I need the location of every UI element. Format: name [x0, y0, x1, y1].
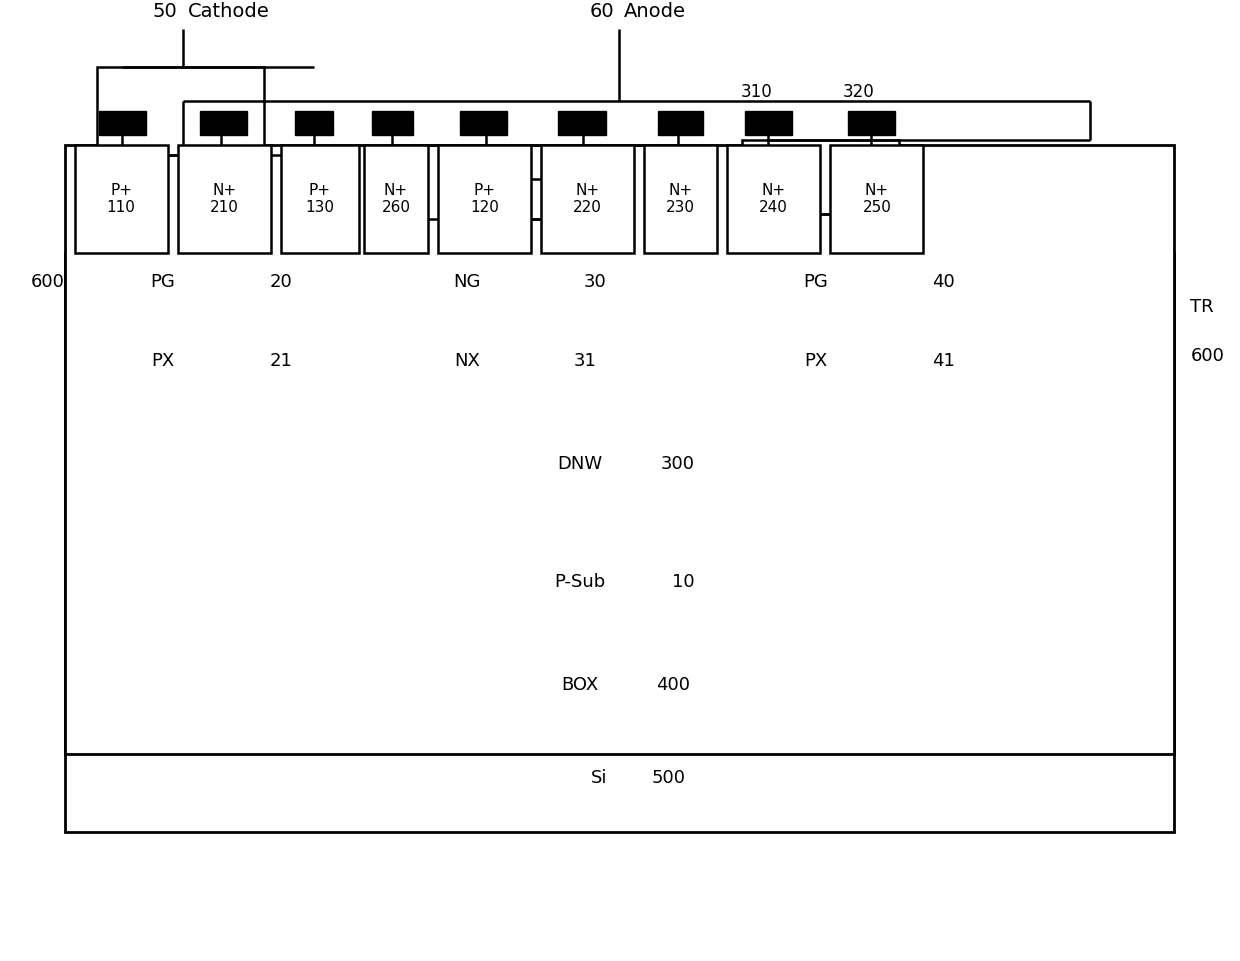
Text: 400: 400 [656, 676, 691, 694]
Bar [370, 312, 718, 410]
Text: PG: PG [804, 274, 828, 291]
Text: NG: NG [454, 274, 481, 291]
Text: 60: 60 [590, 3, 614, 21]
Bar [558, 111, 605, 136]
Text: P+
130: P+ 130 [305, 183, 335, 215]
Bar [64, 253, 370, 312]
Bar [64, 410, 1174, 518]
Text: N+
220: N+ 220 [573, 183, 601, 215]
Bar [831, 145, 924, 253]
Text: Si: Si [591, 769, 608, 787]
Bar [745, 111, 792, 136]
Text: 21: 21 [269, 352, 293, 370]
Bar [64, 312, 370, 410]
Bar [97, 66, 264, 155]
Bar [64, 145, 1174, 753]
Bar [177, 145, 270, 253]
Text: 41: 41 [931, 352, 955, 370]
Bar [295, 111, 332, 136]
Text: 50: 50 [153, 3, 177, 21]
Bar [718, 312, 1174, 410]
Text: N+
210: N+ 210 [210, 183, 238, 215]
Bar [460, 111, 507, 136]
Bar [443, 180, 590, 219]
Text: Cathode: Cathode [187, 3, 269, 21]
Text: PX: PX [151, 352, 175, 370]
Text: BOX: BOX [562, 676, 599, 694]
Bar [372, 111, 413, 136]
Bar [365, 145, 428, 253]
Bar [370, 253, 718, 312]
Text: NX: NX [454, 352, 480, 370]
Text: TR: TR [1190, 298, 1214, 316]
Text: 10: 10 [672, 573, 694, 591]
Bar [541, 145, 634, 253]
Text: N+
250: N+ 250 [862, 183, 892, 215]
Text: 320: 320 [843, 83, 874, 101]
Bar [64, 724, 1174, 832]
Text: N+
230: N+ 230 [666, 183, 696, 215]
Text: 40: 40 [931, 274, 955, 291]
Text: PX: PX [804, 352, 827, 370]
Bar [280, 145, 360, 253]
Bar [64, 518, 1174, 646]
Bar [742, 140, 899, 213]
Text: 31: 31 [573, 352, 596, 370]
Bar [74, 145, 167, 253]
Bar [64, 646, 1174, 724]
Text: P+
110: P+ 110 [107, 183, 135, 215]
Bar [438, 145, 531, 253]
Bar [727, 145, 821, 253]
Text: P-Sub: P-Sub [554, 573, 605, 591]
Text: DNW: DNW [558, 455, 603, 473]
Text: PG: PG [150, 274, 175, 291]
Text: N+
260: N+ 260 [382, 183, 410, 215]
Text: 30: 30 [583, 274, 606, 291]
Bar [99, 111, 146, 136]
Text: 500: 500 [651, 769, 686, 787]
Text: N+
240: N+ 240 [759, 183, 789, 215]
Bar [718, 253, 1174, 312]
Text: 310: 310 [742, 83, 773, 101]
Bar [644, 145, 718, 253]
Text: 600: 600 [31, 274, 64, 291]
Text: Anode: Anode [624, 3, 686, 21]
Bar [658, 111, 703, 136]
Text: P+
120: P+ 120 [470, 183, 498, 215]
Bar [848, 111, 895, 136]
Bar [200, 111, 247, 136]
Text: 600: 600 [1190, 347, 1224, 365]
Text: 300: 300 [661, 455, 696, 473]
Text: 20: 20 [269, 274, 293, 291]
